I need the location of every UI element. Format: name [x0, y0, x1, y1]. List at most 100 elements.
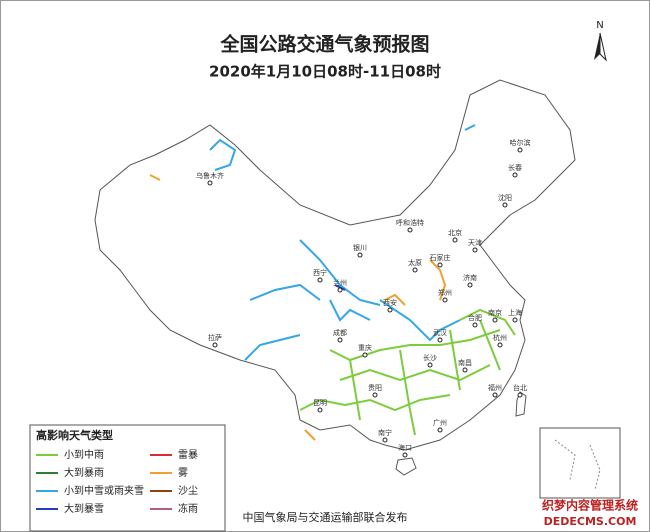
city-dot [472, 247, 478, 253]
city-dot [412, 267, 418, 273]
city-label: 南京 [488, 308, 502, 317]
weather-route [244, 334, 301, 361]
city-label: 上海 [508, 308, 522, 317]
weather-route [209, 138, 237, 171]
weather-route [149, 174, 161, 181]
south-sea-inset [539, 427, 621, 499]
watermark-line2: DEDECMS.COM [544, 515, 637, 528]
city-dot [372, 392, 378, 398]
city-dot [407, 227, 413, 233]
map-title: 全国公路交通气象预报图 [219, 33, 429, 56]
weather-route [479, 319, 501, 371]
city-dot [317, 407, 323, 413]
weather-route [349, 359, 361, 421]
city-label: 郑州 [438, 289, 452, 297]
city-label: 西宁 [313, 268, 327, 277]
weather-route [399, 349, 416, 436]
city-label: 福州 [488, 383, 502, 392]
city-dot [452, 237, 458, 243]
weather-route [304, 429, 316, 441]
inset-boundary [554, 439, 601, 491]
map-subtitle: 2020年1月10日08时-11日08时 [209, 63, 441, 81]
city-dot [517, 147, 523, 153]
city-dot [512, 172, 518, 178]
north-arrow-left [594, 33, 600, 60]
city-dot [492, 317, 498, 323]
city-label: 哈尔滨 [510, 138, 531, 147]
routes [149, 124, 516, 441]
city-dot [387, 307, 393, 313]
north-label: N [596, 20, 603, 31]
weather-route [429, 259, 447, 301]
city-label: 台北 [513, 383, 527, 392]
city-label: 海口 [398, 443, 412, 452]
city-dot [212, 342, 218, 348]
city-label: 太原 [408, 258, 422, 267]
north-arrow: N [594, 20, 607, 62]
weather-route [379, 299, 461, 342]
city-label: 天津 [468, 239, 482, 247]
legend-title: 高影响天气类型 [36, 428, 113, 442]
city-dot [337, 287, 343, 293]
city-dot [492, 392, 498, 398]
city-dot [467, 282, 473, 288]
city-dot [462, 367, 468, 373]
city-label: 成都 [333, 328, 347, 337]
city-label: 昆明 [313, 399, 327, 407]
weather-route [329, 299, 371, 322]
weather-route [249, 283, 321, 301]
hainan-island [395, 457, 417, 476]
city-dot [437, 337, 443, 343]
city-dot [207, 180, 213, 186]
watermark-line1: 织梦内容管理系统 [542, 498, 638, 513]
city-label: 贵阳 [368, 383, 382, 392]
city-dot [502, 202, 508, 208]
legend-label: 小到中雪或雨夹雪 [64, 484, 144, 497]
city-label: 广州 [433, 418, 447, 427]
city-label: 武汉 [433, 328, 447, 337]
city-dot [517, 392, 523, 398]
weather-route [339, 364, 491, 382]
weather-route [384, 293, 406, 306]
city-label: 北京 [448, 228, 462, 237]
weather-route [449, 329, 461, 391]
city-dot [437, 262, 443, 268]
city-label: 石家庄 [430, 253, 451, 262]
legend-label: 雷暴 [178, 449, 198, 461]
city-dot [317, 277, 323, 283]
city-dot [472, 322, 478, 328]
city-label: 沈阳 [498, 193, 512, 202]
legend-label: 雾 [178, 467, 188, 479]
city-label: 西安 [383, 298, 397, 307]
weather-route [459, 308, 516, 336]
north-arrow-right [599, 32, 607, 62]
city-label: 重庆 [358, 343, 372, 352]
city-label: 银川 [353, 243, 367, 252]
city-label: 拉萨 [208, 333, 222, 342]
city-dot [437, 427, 443, 433]
weather-route [299, 394, 451, 412]
legend-label: 大到暴雨 [64, 466, 104, 479]
footer: 中国气象局与交通运输部联合发布 [243, 510, 408, 524]
legend-label: 冻雨 [178, 502, 198, 515]
city-dot [362, 352, 368, 358]
weather-route [464, 124, 476, 131]
city-label: 长沙 [423, 353, 437, 362]
city-dot [497, 342, 503, 348]
city-dot [402, 452, 408, 458]
legend-box [29, 424, 226, 532]
legend-label: 沙尘 [178, 485, 198, 497]
city-label: 兰州 [333, 278, 347, 287]
city-dot [427, 362, 433, 368]
legend-label: 小到中雨 [64, 448, 104, 461]
city-label: 长春 [508, 163, 522, 172]
city-label: 南宁 [378, 428, 392, 437]
city-dot [357, 252, 363, 258]
city-dot [512, 317, 518, 323]
city-label: 南昌 [458, 358, 472, 367]
city-dot [382, 437, 388, 443]
taiwan-island [515, 391, 527, 417]
